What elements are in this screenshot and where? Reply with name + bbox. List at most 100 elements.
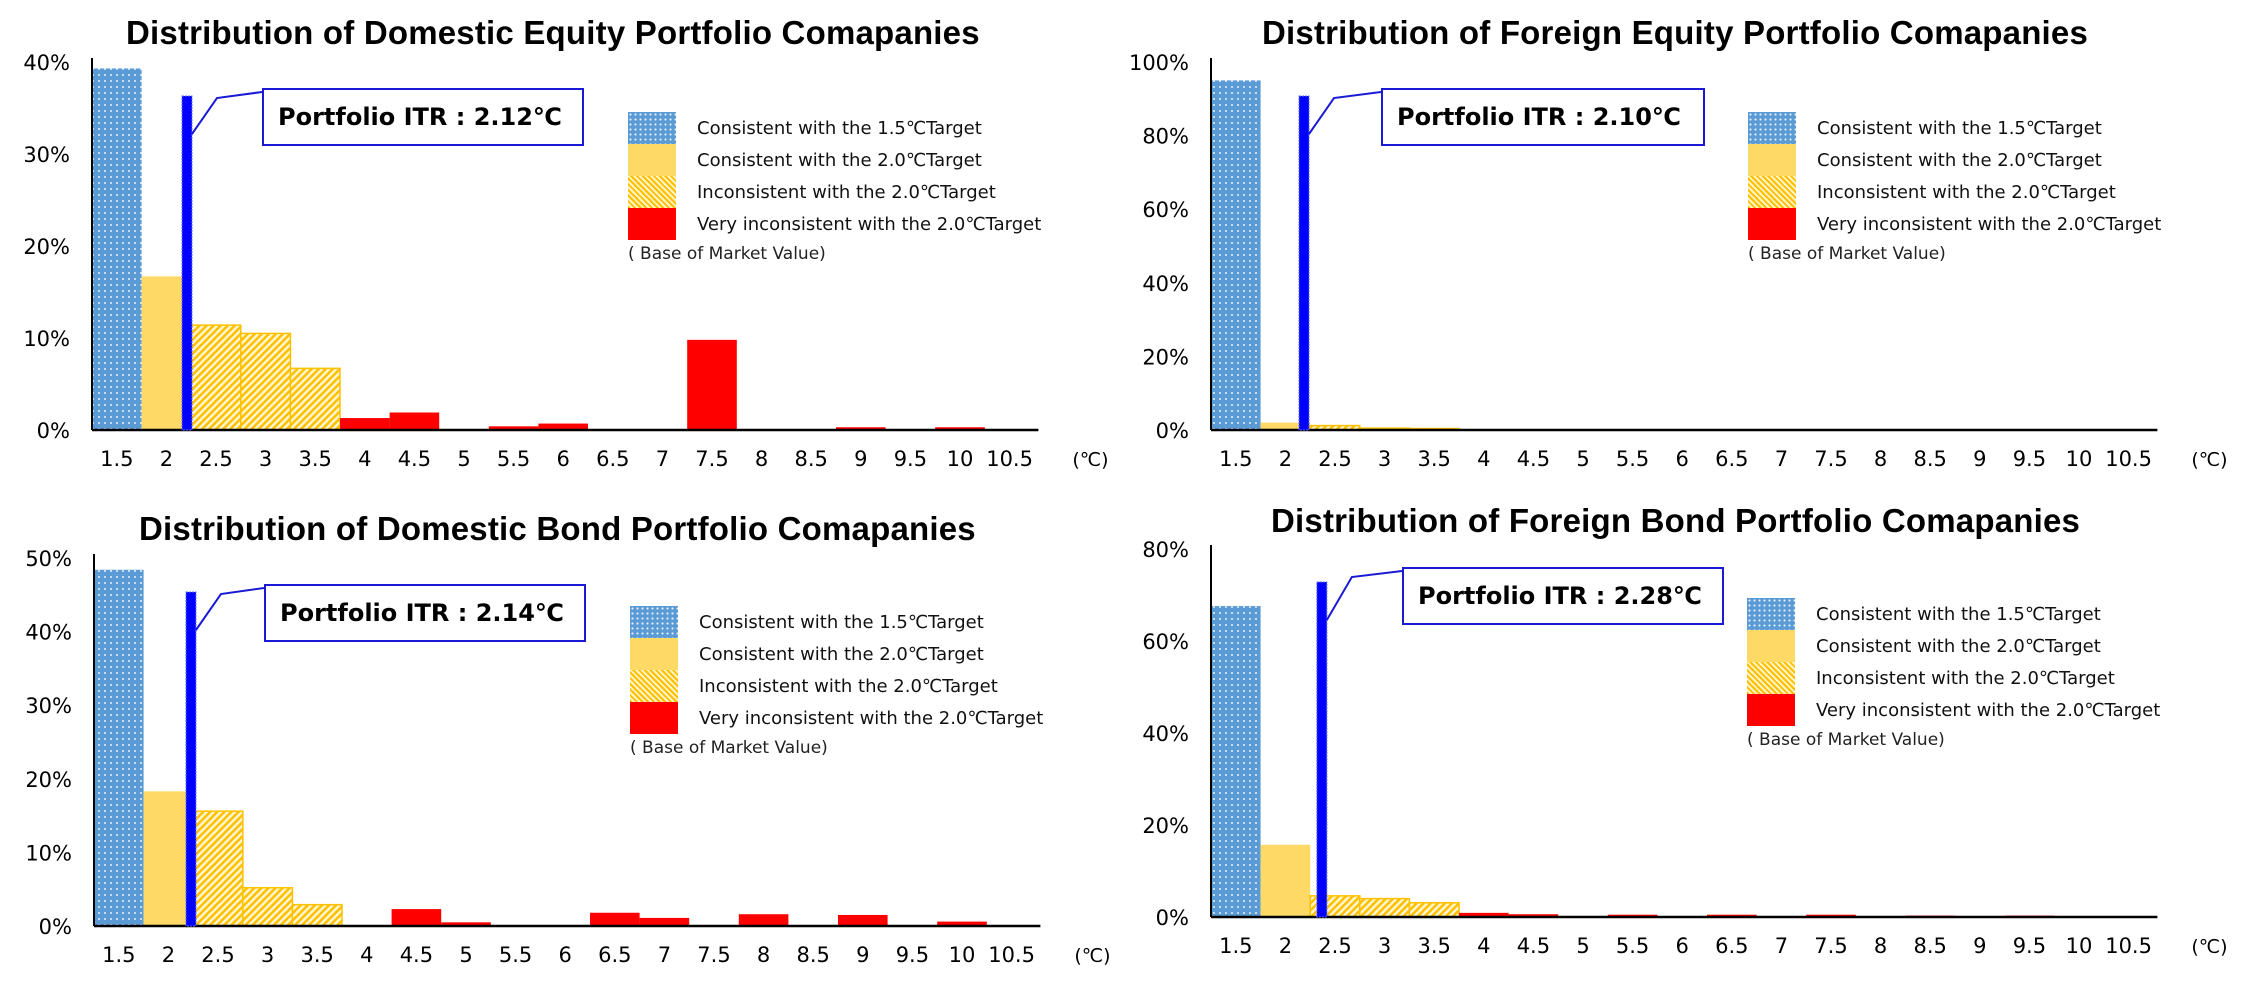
bar-4 — [340, 418, 390, 430]
bar-2-5 — [192, 810, 244, 927]
bar-5-5 — [488, 426, 539, 430]
x-tick-label: 5 — [457, 447, 470, 471]
chart-domestic-bond: Distribution of Domestic Bond Portfolio … — [0, 490, 1121, 980]
x-tick-label: 3.5 — [298, 447, 331, 471]
chart-title: Distribution of Foreign Bond Portfolio C… — [1271, 502, 2081, 539]
x-tick-label: 5.5 — [1616, 934, 1649, 958]
y-tick-label: 60% — [1142, 198, 1189, 222]
x-tick-label: 7.5 — [1814, 447, 1847, 471]
chart-title: Distribution of Foreign Equity Portfolio… — [1262, 14, 2089, 51]
portfolio-itr-callout: Portfolio ITR : 2.10℃ — [1381, 88, 1705, 146]
x-tick-label: 6.5 — [596, 447, 629, 471]
bar-2-5 — [190, 324, 242, 431]
legend-item-inconsistent-2-0: Inconsistent with the 2.0℃Target — [1748, 176, 2161, 208]
bar-3-5 — [291, 903, 343, 927]
x-tick-label: 9.5 — [2013, 447, 2046, 471]
x-tick-label: 2 — [162, 943, 175, 967]
legend-label: Very inconsistent with the 2.0℃Target — [699, 707, 1044, 729]
dotted-blue-swatch-icon — [1747, 598, 1795, 630]
x-tick-label: 4.5 — [398, 447, 431, 471]
legend-label: Very inconsistent with the 2.0℃Target — [1817, 213, 2162, 235]
bar-4 — [1459, 912, 1509, 917]
bar-3 — [242, 886, 294, 927]
legend-label: Consistent with the 2.0℃Target — [697, 149, 982, 171]
x-tick-label: 7 — [1775, 447, 1788, 471]
legend: Consistent with the 1.5℃Target Consisten… — [1747, 598, 2160, 750]
x-tick-label: 10.5 — [2105, 447, 2152, 471]
y-tick-label: 20% — [25, 768, 72, 792]
y-tick-label: 20% — [23, 235, 70, 259]
dotted-blue-swatch-icon — [630, 606, 678, 638]
x-tick-label: 2.5 — [1318, 934, 1351, 958]
x-tick-label: 6 — [559, 943, 572, 967]
legend-item-consistent-1-5: Consistent with the 1.5℃Target — [628, 112, 1041, 144]
legend-item-very-inconsistent: Very inconsistent with the 2.0℃Target — [630, 702, 1043, 734]
y-tick-label: 20% — [1142, 345, 1189, 369]
x-tick-label: 10 — [2066, 934, 2093, 958]
bar-4-5 — [1508, 914, 1559, 917]
x-tick-label: 9.5 — [2013, 934, 2046, 958]
chart-title: Distribution of Domestic Equity Portfoli… — [126, 14, 980, 51]
legend-item-inconsistent-2-0: Inconsistent with the 2.0℃Target — [1747, 662, 2160, 694]
callout-connector — [1308, 91, 1382, 135]
x-tick-label: 9.5 — [894, 447, 927, 471]
x-tick-label: 6 — [1676, 447, 1689, 471]
bar-2 — [1260, 844, 1311, 917]
x-tick-label: 8 — [755, 447, 768, 471]
x-tick-label: 7 — [658, 943, 671, 967]
x-tick-label: 4 — [358, 447, 371, 471]
x-tick-label: 10 — [947, 447, 974, 471]
hatched-yellow-swatch-icon — [1748, 176, 1796, 208]
x-tick-label: 4.5 — [400, 943, 433, 967]
x-tick-label: 6.5 — [1715, 447, 1748, 471]
x-tick-label: 6.5 — [598, 943, 631, 967]
x-tick-label: 10.5 — [2105, 934, 2152, 958]
legend: Consistent with the 1.5℃Target Consisten… — [628, 112, 1041, 264]
hatched-yellow-swatch-icon — [628, 176, 676, 208]
legend-note: ( Base of Market Value) — [630, 738, 828, 758]
bar-6 — [538, 423, 588, 430]
x-axis-unit-label: (℃) — [2191, 449, 2227, 471]
legend-item-inconsistent-2-0: Inconsistent with the 2.0℃Target — [630, 670, 1043, 702]
bar-1-5 — [1211, 80, 1261, 431]
bar-10 — [937, 921, 987, 926]
red-swatch-icon — [630, 702, 678, 734]
x-tick-label: 7 — [1775, 934, 1788, 958]
legend-item-very-inconsistent: Very inconsistent with the 2.0℃Target — [1748, 208, 2161, 240]
y-tick-label: 30% — [25, 694, 72, 718]
x-tick-label: 2 — [1279, 934, 1292, 958]
x-axis-unit-label: (℃) — [2191, 936, 2227, 958]
y-tick-label: 10% — [25, 841, 72, 865]
y-tick-label: 40% — [23, 51, 70, 75]
x-tick-label: 2.5 — [1318, 447, 1351, 471]
x-tick-label: 5 — [1576, 447, 1589, 471]
legend-label: Consistent with the 1.5℃Target — [1817, 117, 2102, 139]
y-tick-label: 100% — [1129, 51, 1189, 75]
bar-4-5 — [389, 412, 440, 430]
legend-label: Inconsistent with the 2.0℃Target — [699, 675, 998, 697]
x-tick-label: 2.5 — [199, 447, 232, 471]
legend: Consistent with the 1.5℃Target Consisten… — [630, 606, 1043, 758]
x-tick-label: 10 — [949, 943, 976, 967]
bar-1-5 — [92, 68, 142, 430]
legend-item-very-inconsistent: Very inconsistent with the 2.0℃Target — [628, 208, 1041, 240]
x-tick-label: 4 — [360, 943, 373, 967]
x-tick-label: 4 — [1477, 447, 1490, 471]
y-tick-label: 0% — [1156, 906, 1189, 930]
bar-3 — [1359, 897, 1411, 918]
hatched-yellow-swatch-icon — [630, 670, 678, 702]
y-tick-label: 80% — [1142, 538, 1189, 562]
x-tick-label: 4 — [1477, 934, 1490, 958]
legend-item-consistent-2-0: Consistent with the 2.0℃Target — [630, 638, 1043, 670]
red-swatch-icon — [628, 208, 676, 240]
red-swatch-icon — [1747, 694, 1795, 726]
callout-connector — [195, 587, 265, 631]
portfolio-itr-callout: Portfolio ITR : 2.14℃ — [264, 584, 586, 642]
x-tick-label: 3.5 — [300, 943, 333, 967]
x-tick-label: 2 — [1279, 447, 1292, 471]
x-tick-label: 8 — [1874, 934, 1887, 958]
legend-item-consistent-2-0: Consistent with the 2.0℃Target — [1748, 144, 2161, 176]
legend-item-very-inconsistent: Very inconsistent with the 2.0℃Target — [1747, 694, 2160, 726]
legend-label: Consistent with the 1.5℃Target — [697, 117, 982, 139]
x-tick-label: 2 — [160, 447, 173, 471]
